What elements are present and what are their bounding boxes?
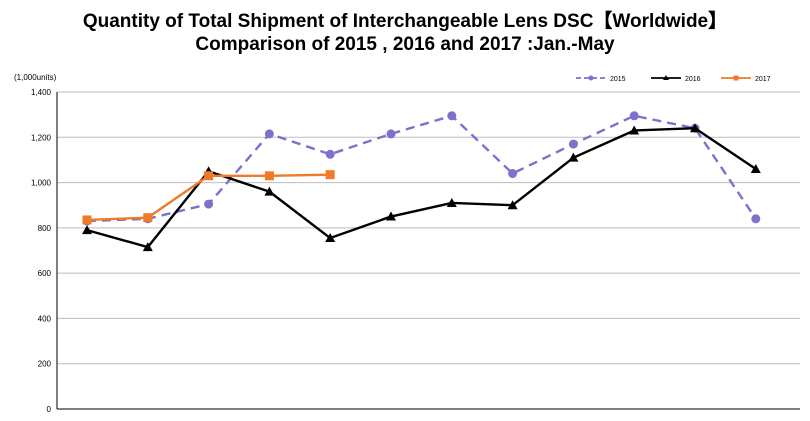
y-tick-label: 0 bbox=[47, 405, 52, 414]
legend-marker bbox=[733, 75, 739, 81]
y-tick-label: 1,400 bbox=[31, 88, 52, 97]
legend-label: 2016 bbox=[685, 76, 701, 83]
data-point-2016 bbox=[264, 186, 275, 196]
data-point-2015 bbox=[629, 111, 639, 121]
legend: 2015 2016 2017 bbox=[576, 75, 771, 83]
y-tick-label: 600 bbox=[38, 269, 52, 278]
legend-item-2015: 2015 bbox=[576, 75, 626, 83]
data-point-2016 bbox=[325, 233, 336, 243]
data-point-2016 bbox=[507, 200, 518, 210]
legend-marker bbox=[663, 75, 669, 80]
y-tick-label: 400 bbox=[38, 314, 52, 323]
series-2016 bbox=[82, 123, 761, 252]
data-point-2017 bbox=[204, 171, 214, 181]
data-point-2016 bbox=[446, 197, 457, 207]
y-tick-label: 1,000 bbox=[31, 179, 52, 188]
series-line-2015 bbox=[86, 114, 757, 223]
y-tick-label: 800 bbox=[38, 224, 52, 233]
data-point-2016 bbox=[750, 163, 761, 173]
legend-item-2017: 2017 bbox=[721, 75, 771, 83]
series-group bbox=[82, 111, 761, 252]
data-point-2016 bbox=[142, 242, 153, 252]
gridlines bbox=[57, 91, 800, 365]
data-point-2017 bbox=[82, 215, 92, 225]
data-point-2016 bbox=[568, 152, 579, 162]
legend-item-2016: 2016 bbox=[651, 75, 701, 83]
data-point-2015 bbox=[204, 199, 214, 209]
y-tick-label: 1,200 bbox=[31, 133, 52, 142]
y-axis-unit-label: (1,000units) bbox=[14, 73, 57, 82]
chart-title: Quantity of Total Shipment of Interchang… bbox=[82, 11, 728, 32]
data-point-2017 bbox=[325, 170, 335, 180]
data-point-2016 bbox=[629, 125, 640, 135]
data-point-2016 bbox=[82, 225, 92, 235]
data-point-2015 bbox=[508, 169, 518, 179]
y-tick-labels: 0 200 400 600 800 1,000 1,200 1,400 bbox=[31, 88, 52, 414]
data-point-2015 bbox=[386, 129, 396, 139]
series-line-2016 bbox=[86, 127, 757, 249]
data-point-2015 bbox=[264, 129, 274, 139]
data-point-2015 bbox=[447, 111, 457, 121]
data-point-2015 bbox=[568, 139, 578, 149]
data-point-2015 bbox=[751, 214, 761, 224]
data-point-2015 bbox=[325, 149, 335, 159]
chart-subtitle: Comparison of 2015 , 2016 and 2017 :Jan.… bbox=[195, 34, 615, 55]
data-point-2017 bbox=[143, 213, 153, 223]
legend-marker bbox=[588, 75, 594, 81]
legend-label: 2017 bbox=[755, 76, 771, 83]
data-point-2016 bbox=[386, 211, 396, 221]
series-2017 bbox=[82, 170, 335, 225]
series-line-2017 bbox=[86, 173, 331, 222]
data-point-2017 bbox=[264, 171, 274, 181]
data-point-2016 bbox=[690, 123, 700, 133]
legend-label: 2015 bbox=[610, 76, 626, 83]
axes bbox=[56, 92, 800, 410]
y-tick-label: 200 bbox=[38, 360, 52, 369]
